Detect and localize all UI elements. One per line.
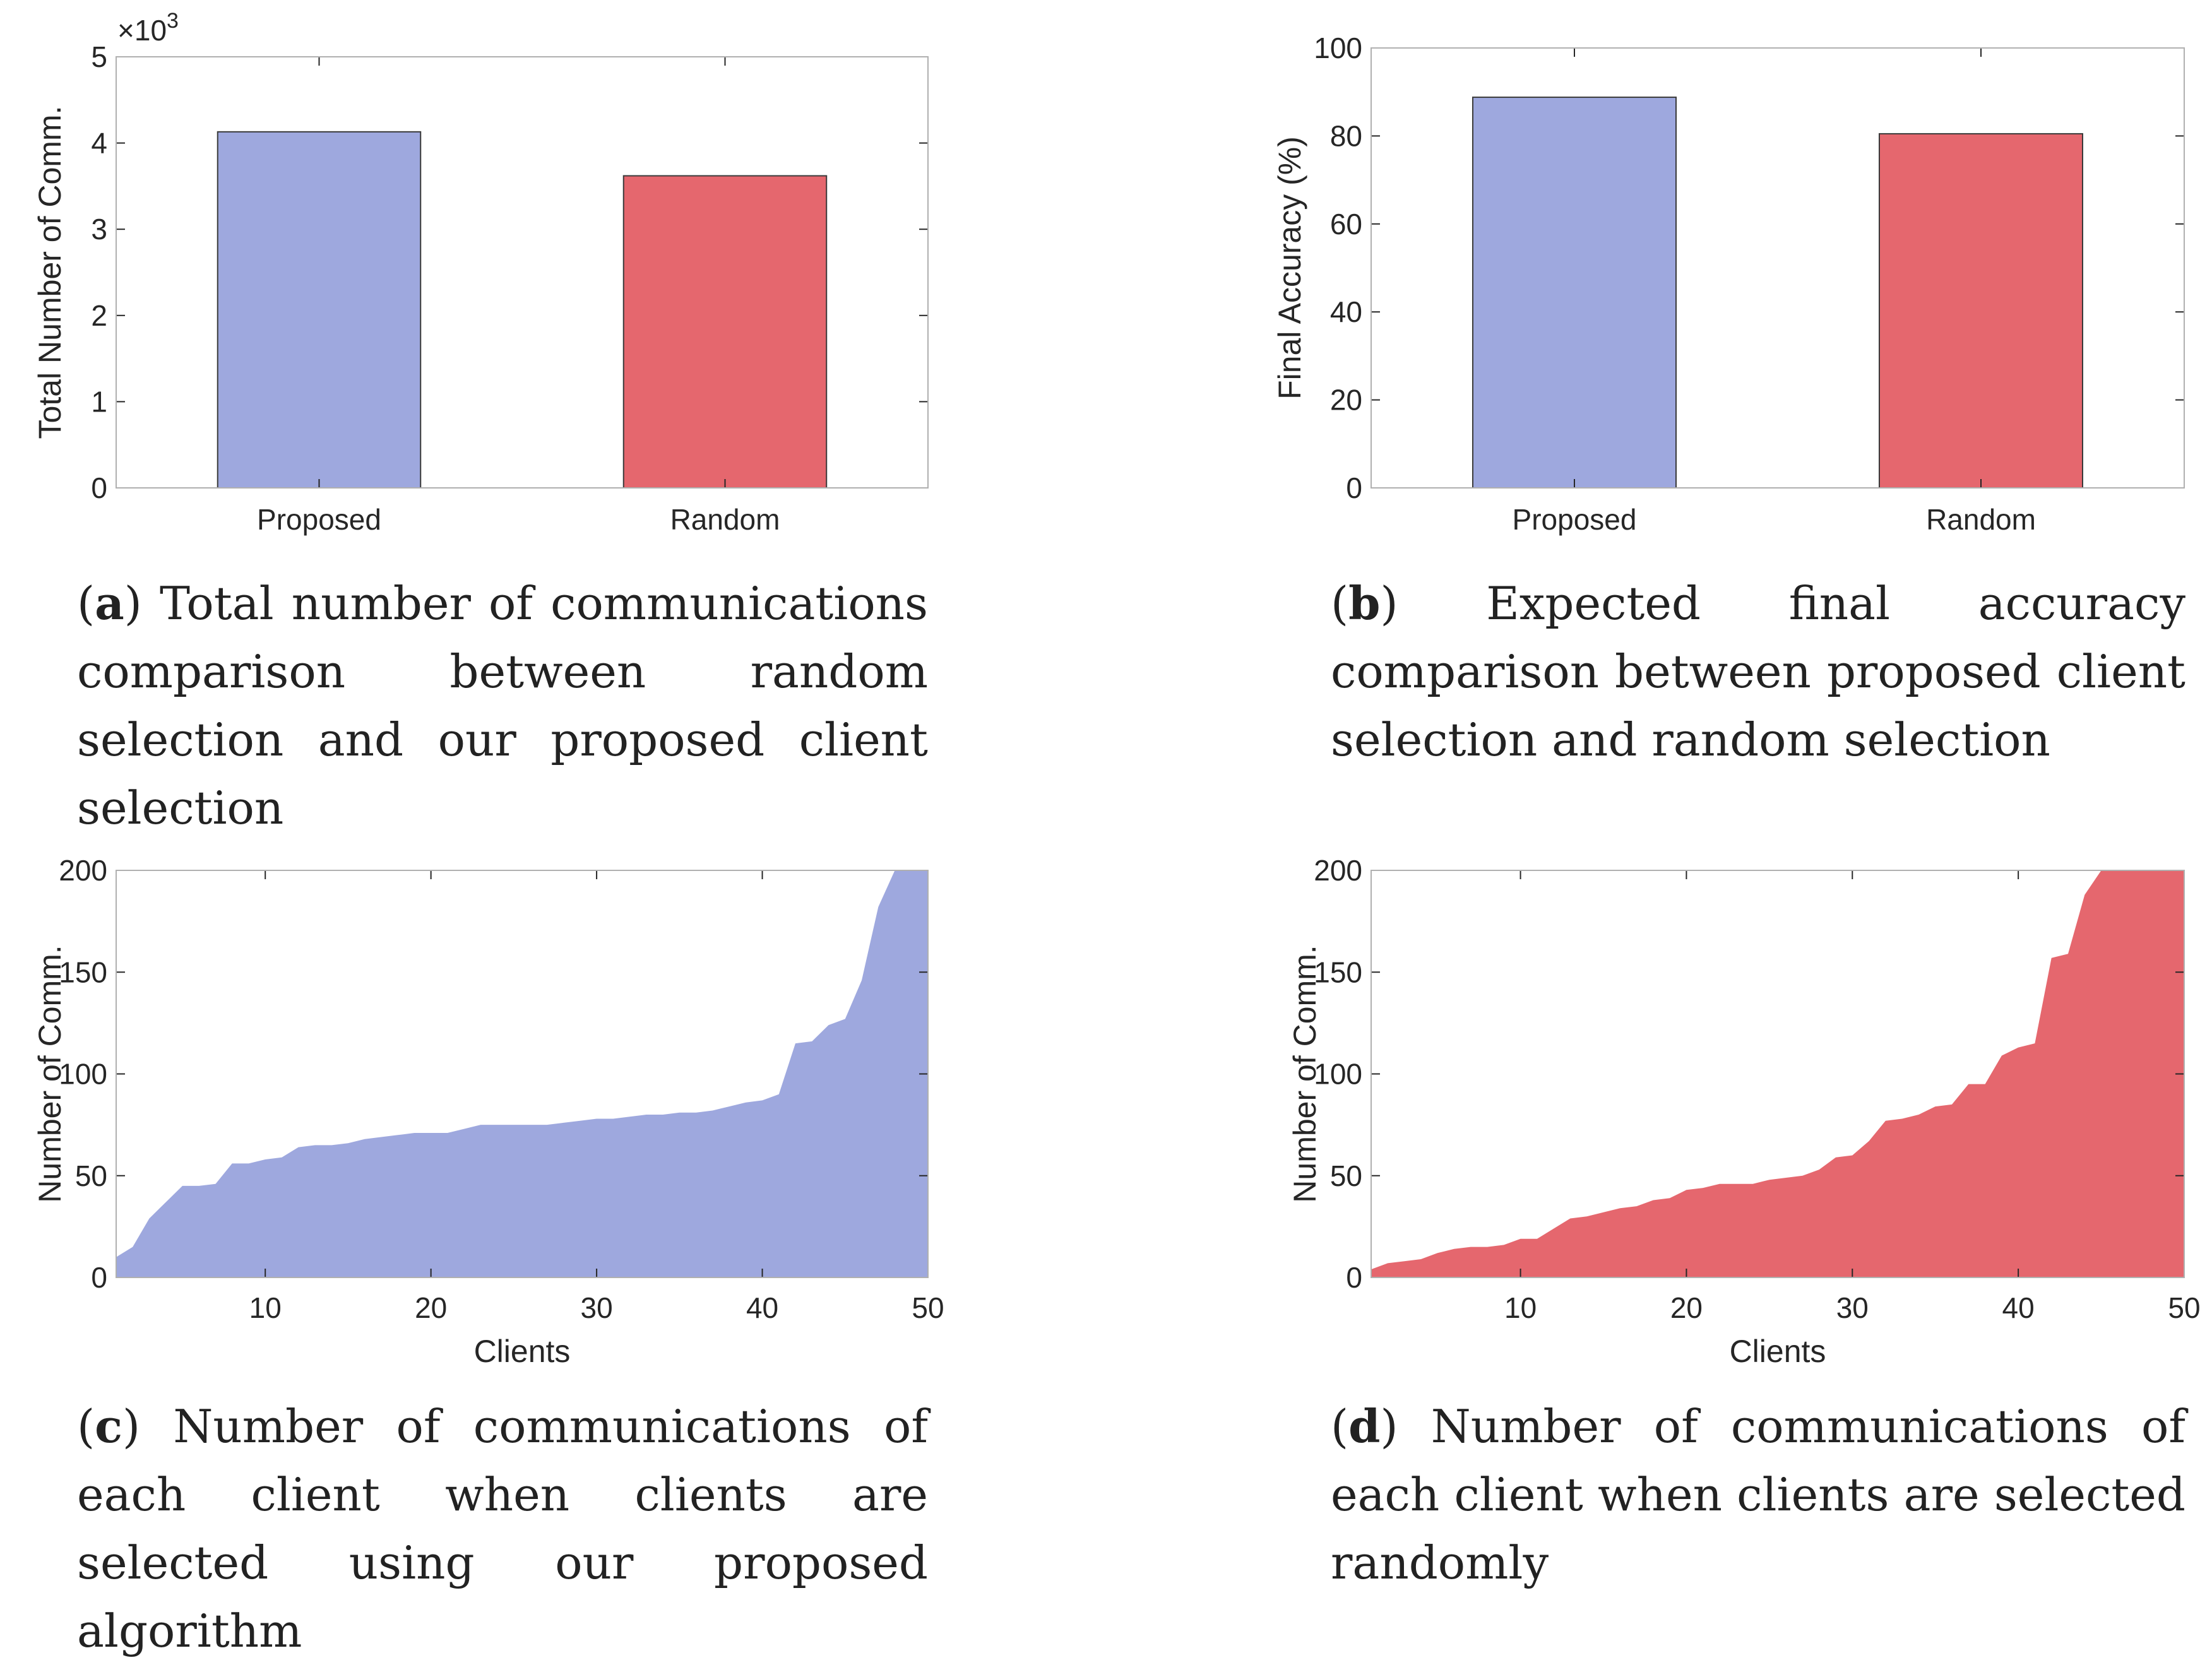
- y-exponent-power: 3: [167, 9, 179, 33]
- chart-a: Proposed Random 0 1 2 3 4 5 Total Number of Comm…: [32, 9, 929, 536]
- y-tick-label: 50: [75, 1159, 107, 1192]
- x-tick-label: 40: [2002, 1291, 2035, 1324]
- bar-random: [1879, 133, 2083, 489]
- x-tick-label: 20: [415, 1291, 447, 1324]
- y-tick-label: 150: [59, 956, 107, 988]
- caption-a-text: Total number of communications compariso…: [77, 577, 928, 834]
- chart-b: Proposed Random 0 20 40 60 80 100 Final Accuracy…: [1272, 32, 2185, 536]
- caption-b-letter: b: [1348, 576, 1381, 630]
- caption-d-text: Number of communications of each client …: [1331, 1400, 2186, 1589]
- y-tick-label: 100: [1314, 1058, 1362, 1091]
- chart-d: 10 20 30 40 50 Clients 0 50 100 150 200 Number of C…: [1287, 854, 2201, 1369]
- caption-a-letter: a: [95, 576, 124, 630]
- x-tick-label-proposed: Proposed: [1513, 503, 1637, 536]
- x-tick-label-random: Random: [1926, 503, 2036, 536]
- x-tick-label: 30: [1836, 1291, 1869, 1324]
- x-axis-label: Clients: [474, 1334, 571, 1369]
- y-tick-label: 1: [91, 385, 107, 418]
- caption-a: (a) Total number of communications compa…: [77, 576, 928, 834]
- chart-c: 10 20 30 40 50 Clients 0 50 100 150 200 Number of C…: [32, 854, 944, 1369]
- y-tick-label: 3: [91, 213, 107, 246]
- y-tick-label: 2: [91, 299, 107, 332]
- bar-proposed: [217, 131, 422, 489]
- figure-canvas: Proposed Random 0 1 2 3 4 5 Total Number of Comm…: [32, 9, 2201, 1369]
- x-tick-label: 40: [746, 1291, 778, 1324]
- y-exponent-base: ×10: [117, 14, 167, 47]
- y-tick-label: 100: [1314, 32, 1362, 64]
- plot-frame: [1371, 47, 2185, 489]
- y-tick-label: 20: [1330, 384, 1362, 417]
- y-tick-label: 200: [59, 854, 107, 887]
- x-tick-label-random: Random: [670, 503, 780, 536]
- plot-frame: [116, 870, 929, 1278]
- x-tick-label-proposed: Proposed: [257, 503, 381, 536]
- x-tick-label: 50: [912, 1291, 944, 1324]
- x-tick-label: 30: [581, 1291, 613, 1324]
- y-tick-label: 60: [1330, 208, 1362, 240]
- y-tick-label: 40: [1330, 295, 1362, 328]
- caption-d-letter: d: [1348, 1399, 1381, 1453]
- bar-proposed: [1472, 97, 1677, 489]
- y-tick-label: 0: [1346, 1261, 1362, 1294]
- y-tick-label: 5: [91, 40, 107, 73]
- caption-b-text: Expected final accuracy comparison betwe…: [1331, 577, 2185, 766]
- y-tick-label: 100: [59, 1058, 107, 1091]
- caption-c-text: Number of communications of each client …: [77, 1400, 929, 1657]
- y-axis-label: Total Number of Comm.: [32, 106, 68, 439]
- y-tick-label: 0: [1346, 471, 1362, 504]
- bar-random: [622, 175, 828, 489]
- plot-frame: [1371, 870, 2185, 1278]
- caption-c-letter: c: [95, 1399, 122, 1453]
- caption-d: (d) Number of communications of each cli…: [1331, 1399, 2186, 1589]
- area-series: [1371, 870, 2184, 1277]
- y-axis-label: Number of Comm.: [32, 945, 68, 1202]
- x-tick-label: 50: [2168, 1291, 2200, 1324]
- caption-b: (b) Expected final accuracy comparison b…: [1331, 576, 2185, 766]
- y-axis-label: Final Accuracy (%): [1272, 136, 1307, 400]
- y-tick-label: 0: [91, 471, 107, 504]
- x-tick-label: 10: [1504, 1291, 1537, 1324]
- y-exponent-label: ×103: [117, 9, 179, 47]
- area-series: [116, 870, 928, 1277]
- y-tick-label: 50: [1330, 1159, 1362, 1192]
- plot-frame: [116, 56, 929, 489]
- x-tick-label: 20: [1670, 1291, 1703, 1324]
- y-tick-label: 200: [1314, 854, 1362, 887]
- x-axis-label: Clients: [1730, 1334, 1826, 1369]
- y-tick-label: 0: [91, 1261, 107, 1294]
- y-tick-label: 4: [91, 127, 107, 160]
- x-tick-label: 10: [249, 1291, 282, 1324]
- caption-c: (c) Number of communications of each cli…: [77, 1399, 929, 1657]
- y-axis-label: Number of Comm.: [1287, 945, 1323, 1202]
- y-tick-label: 80: [1330, 119, 1362, 152]
- y-tick-label: 150: [1314, 956, 1362, 988]
